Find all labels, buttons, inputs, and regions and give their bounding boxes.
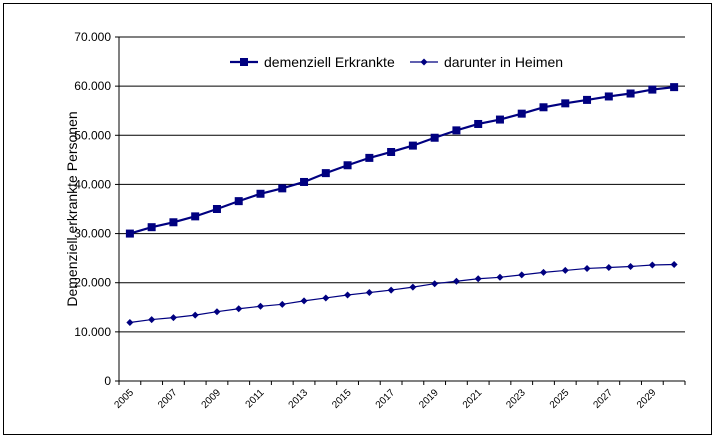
legend: demenziell Erkrankte darunter in Heimen xyxy=(230,54,563,70)
data-point-square xyxy=(583,95,592,104)
x-axis-tick-labels: 2005 2007 2009 2011 2013 2015 2017 2019 2021 2023… xyxy=(112,387,658,411)
data-point-square xyxy=(147,223,156,232)
data-point-diamond xyxy=(518,271,526,279)
data-point-square xyxy=(517,109,526,118)
data-point-square xyxy=(495,115,504,124)
series-group xyxy=(125,83,679,327)
data-point-diamond xyxy=(452,277,460,285)
data-point-diamond xyxy=(561,266,569,274)
data-point-diamond xyxy=(365,289,373,297)
data-point-square xyxy=(670,83,679,92)
x-tick-label: 2025 xyxy=(548,387,572,411)
data-point-diamond xyxy=(169,314,177,322)
y-tick-label: 10.000 xyxy=(74,325,111,339)
data-point-square xyxy=(626,89,635,98)
data-point-square xyxy=(125,229,134,238)
data-point-diamond xyxy=(648,261,656,269)
series-line xyxy=(129,263,675,324)
data-point-square xyxy=(365,153,374,162)
data-point-square xyxy=(300,177,309,186)
y-tick-label: 40.000 xyxy=(74,177,111,191)
chart-frame xyxy=(3,3,712,435)
data-point-diamond xyxy=(300,297,308,305)
axes xyxy=(118,37,686,385)
data-point-square xyxy=(539,103,548,112)
legend-label: demenziell Erkrankte xyxy=(264,54,395,70)
data-point-square xyxy=(387,147,396,156)
legend-label: darunter in Heimen xyxy=(444,54,563,70)
data-point-diamond xyxy=(148,316,156,324)
y-tick-label: 50.000 xyxy=(74,128,111,142)
y-tick-label: 30.000 xyxy=(74,227,111,241)
data-point-diamond xyxy=(278,300,286,308)
data-point-square xyxy=(321,169,330,178)
data-point-diamond xyxy=(431,280,439,288)
data-point-diamond xyxy=(213,308,221,316)
x-tick-label: 2021 xyxy=(461,387,485,411)
x-tick-label: 2011 xyxy=(244,387,267,410)
data-point-square xyxy=(169,218,178,227)
x-tick-label: 2007 xyxy=(156,387,180,411)
data-point-diamond xyxy=(540,268,547,276)
legend-marker-square xyxy=(240,58,248,66)
data-point-diamond xyxy=(605,263,613,271)
data-point-square xyxy=(343,161,352,170)
data-point-square xyxy=(474,119,483,128)
data-point-square xyxy=(430,133,439,142)
data-point-diamond xyxy=(409,283,417,291)
data-point-diamond xyxy=(670,261,678,269)
x-tick-label: 2013 xyxy=(287,387,311,411)
x-tick-label: 2027 xyxy=(591,387,615,411)
data-point-square xyxy=(648,85,657,94)
data-point-square xyxy=(191,212,200,221)
data-point-square xyxy=(561,99,570,108)
x-tick-label: 2009 xyxy=(200,387,224,411)
y-tick-label: 60.000 xyxy=(74,79,111,93)
data-point-square xyxy=(452,126,461,135)
data-point-diamond xyxy=(126,319,134,327)
x-tick-label: 2005 xyxy=(112,387,136,411)
y-tick-label: 0 xyxy=(104,374,111,388)
data-point-square xyxy=(408,141,417,150)
x-tick-label: 2015 xyxy=(330,387,354,411)
x-tick-label: 2017 xyxy=(374,387,398,411)
data-point-diamond xyxy=(191,311,199,319)
data-point-diamond xyxy=(257,302,264,310)
data-point-square xyxy=(212,205,221,213)
data-point-square xyxy=(256,189,265,198)
x-tick-label: 2029 xyxy=(635,387,659,411)
data-point-diamond xyxy=(474,275,482,283)
data-point-diamond xyxy=(322,294,330,302)
y-tick-label: 70.000 xyxy=(74,30,111,44)
data-point-diamond xyxy=(387,286,395,294)
legend-marker-diamond xyxy=(420,58,428,66)
data-point-diamond xyxy=(344,291,352,299)
data-point-diamond xyxy=(235,305,243,313)
y-axis-tick-labels: 0 10.000 20.000 30.000 40.000 50.000 60.000 70.… xyxy=(74,30,111,388)
series-line xyxy=(129,86,675,235)
data-point-square xyxy=(604,92,613,101)
data-point-square xyxy=(278,184,287,193)
x-tick-label: 2023 xyxy=(504,387,528,411)
data-point-diamond xyxy=(627,262,635,270)
x-tick-label: 2019 xyxy=(417,387,441,411)
y-tick-label: 20.000 xyxy=(74,276,111,290)
y-axis-title: Demenziell erkrankte Personen xyxy=(64,111,80,306)
gridlines xyxy=(115,36,685,382)
data-point-square xyxy=(234,197,243,206)
data-point-diamond xyxy=(496,273,504,281)
data-point-diamond xyxy=(583,264,591,272)
